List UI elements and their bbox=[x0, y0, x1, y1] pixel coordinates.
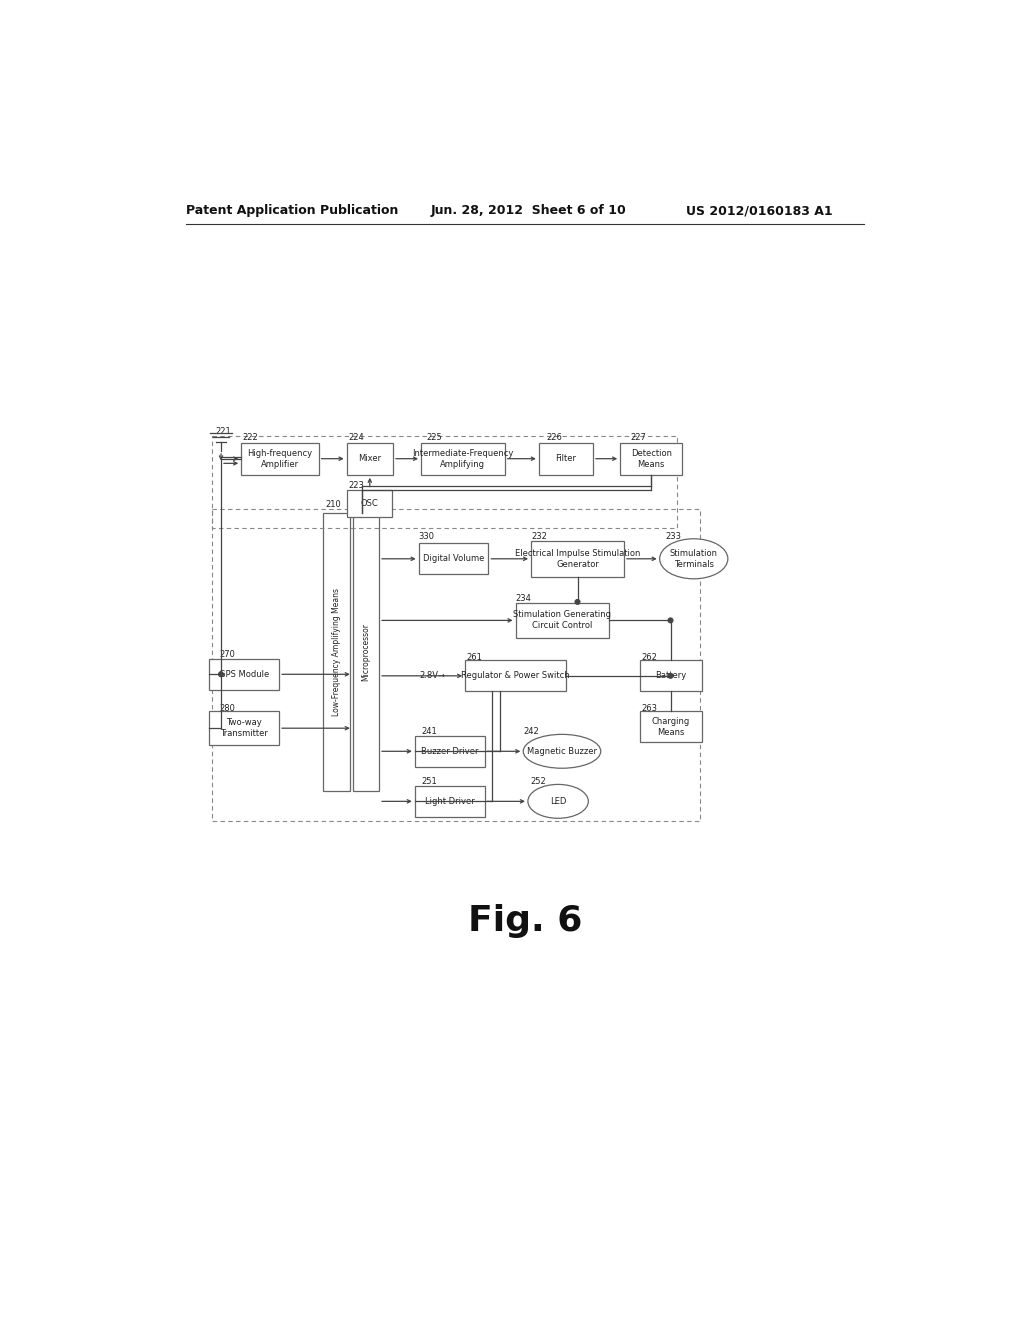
Ellipse shape bbox=[659, 539, 728, 578]
Text: 241: 241 bbox=[421, 727, 436, 737]
Text: US 2012/0160183 A1: US 2012/0160183 A1 bbox=[686, 205, 833, 218]
FancyBboxPatch shape bbox=[421, 442, 505, 475]
FancyBboxPatch shape bbox=[415, 785, 484, 817]
Text: 222: 222 bbox=[243, 433, 258, 442]
Text: Filter: Filter bbox=[555, 454, 577, 463]
Text: Magnetic Buzzer: Magnetic Buzzer bbox=[527, 747, 597, 756]
FancyBboxPatch shape bbox=[465, 660, 566, 692]
Text: 221: 221 bbox=[216, 426, 231, 436]
FancyBboxPatch shape bbox=[324, 512, 349, 792]
Circle shape bbox=[219, 672, 223, 677]
FancyBboxPatch shape bbox=[346, 442, 393, 475]
Text: OSC: OSC bbox=[360, 499, 379, 508]
Text: GPS Module: GPS Module bbox=[219, 669, 269, 678]
Text: 227: 227 bbox=[630, 433, 646, 442]
Circle shape bbox=[669, 618, 673, 623]
Text: 233: 233 bbox=[666, 532, 682, 541]
FancyBboxPatch shape bbox=[209, 711, 280, 744]
Text: 330: 330 bbox=[419, 532, 434, 541]
Text: 210: 210 bbox=[326, 500, 341, 508]
Text: Microprocessor: Microprocessor bbox=[361, 623, 371, 681]
Text: Electrical Impulse Stimulation
Generator: Electrical Impulse Stimulation Generator bbox=[515, 549, 640, 569]
Text: 226: 226 bbox=[547, 433, 562, 442]
FancyBboxPatch shape bbox=[415, 737, 484, 767]
Ellipse shape bbox=[523, 734, 601, 768]
Text: 252: 252 bbox=[530, 777, 546, 785]
Circle shape bbox=[575, 599, 580, 605]
Text: 223: 223 bbox=[349, 480, 365, 490]
Text: 261: 261 bbox=[467, 653, 482, 663]
Text: Charging
Means: Charging Means bbox=[651, 717, 689, 737]
Text: Light Driver: Light Driver bbox=[425, 797, 474, 805]
Text: Two-way
Transmitter: Two-way Transmitter bbox=[220, 718, 268, 738]
Text: 263: 263 bbox=[642, 704, 657, 713]
Text: 262: 262 bbox=[642, 653, 657, 663]
Text: Stimulation
Terminals: Stimulation Terminals bbox=[670, 549, 718, 569]
FancyBboxPatch shape bbox=[640, 711, 701, 742]
Text: Detection
Means: Detection Means bbox=[631, 449, 672, 469]
FancyBboxPatch shape bbox=[347, 490, 392, 517]
Text: Stimulation Generating
Circuit Control: Stimulation Generating Circuit Control bbox=[513, 610, 611, 631]
Text: Low-Frequency Amplifying Means: Low-Frequency Amplifying Means bbox=[332, 587, 341, 715]
Circle shape bbox=[669, 673, 673, 678]
Text: 2.8V→: 2.8V→ bbox=[420, 672, 445, 680]
FancyBboxPatch shape bbox=[352, 512, 379, 792]
Text: 280: 280 bbox=[219, 704, 236, 713]
Text: 251: 251 bbox=[421, 777, 436, 785]
FancyBboxPatch shape bbox=[531, 541, 624, 577]
Text: 270: 270 bbox=[219, 649, 236, 659]
Text: 225: 225 bbox=[426, 433, 442, 442]
Text: 242: 242 bbox=[523, 727, 539, 737]
Text: Buzzer Driver: Buzzer Driver bbox=[421, 747, 478, 756]
Text: Patent Application Publication: Patent Application Publication bbox=[186, 205, 398, 218]
Text: 232: 232 bbox=[531, 532, 547, 541]
Text: Digital Volume: Digital Volume bbox=[423, 554, 484, 564]
FancyBboxPatch shape bbox=[515, 603, 608, 638]
FancyBboxPatch shape bbox=[209, 659, 280, 689]
Ellipse shape bbox=[528, 784, 589, 818]
Text: Fig. 6: Fig. 6 bbox=[468, 904, 582, 937]
FancyBboxPatch shape bbox=[640, 660, 701, 692]
Text: Battery: Battery bbox=[655, 672, 686, 680]
Text: LED: LED bbox=[550, 797, 566, 805]
FancyBboxPatch shape bbox=[241, 442, 318, 475]
Text: 234: 234 bbox=[515, 594, 531, 603]
Text: Intermediate-Frequency
Amplifying: Intermediate-Frequency Amplifying bbox=[412, 449, 513, 469]
Text: Regulator & Power Switch: Regulator & Power Switch bbox=[461, 672, 569, 680]
Text: High-frequency
Amplifier: High-frequency Amplifier bbox=[248, 449, 312, 469]
Text: 224: 224 bbox=[349, 433, 365, 442]
Text: Mixer: Mixer bbox=[358, 454, 381, 463]
Text: Jun. 28, 2012  Sheet 6 of 10: Jun. 28, 2012 Sheet 6 of 10 bbox=[430, 205, 626, 218]
FancyBboxPatch shape bbox=[419, 544, 488, 574]
FancyBboxPatch shape bbox=[539, 442, 593, 475]
FancyBboxPatch shape bbox=[621, 442, 682, 475]
